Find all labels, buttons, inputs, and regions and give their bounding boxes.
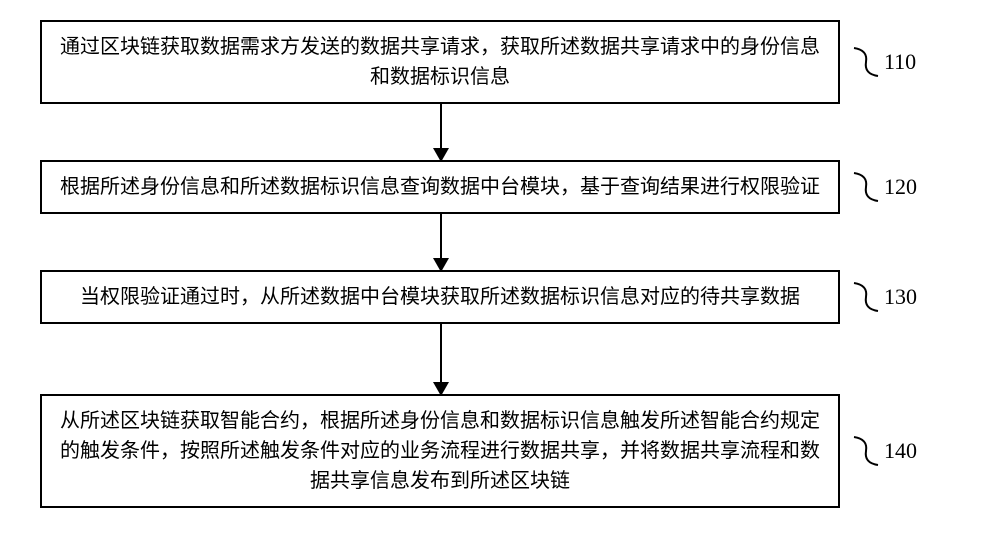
step-number: 130 bbox=[884, 284, 917, 310]
brace-icon bbox=[852, 46, 880, 78]
arrow-2 bbox=[440, 214, 442, 270]
brace-icon bbox=[852, 435, 880, 467]
arrow-1 bbox=[440, 104, 442, 160]
arrow-3 bbox=[440, 324, 442, 394]
step-label-140: 140 bbox=[852, 435, 917, 467]
step-row-1: 通过区块链获取数据需求方发送的数据共享请求，获取所述数据共享请求中的身份信息和数… bbox=[40, 20, 960, 104]
step-row-3: 当权限验证通过时，从所述数据中台模块获取所述数据标识信息对应的待共享数据 130 bbox=[40, 270, 960, 324]
step-box-140: 从所述区块链获取智能合约，根据所述身份信息和数据标识信息触发所述智能合约规定的触… bbox=[40, 394, 840, 508]
brace-icon bbox=[852, 171, 880, 203]
step-label-130: 130 bbox=[852, 281, 917, 313]
step-number: 120 bbox=[884, 174, 917, 200]
step-label-110: 110 bbox=[852, 46, 916, 78]
step-row-4: 从所述区块链获取智能合约，根据所述身份信息和数据标识信息触发所述智能合约规定的触… bbox=[40, 394, 960, 508]
step-box-120: 根据所述身份信息和所述数据标识信息查询数据中台模块，基于查询结果进行权限验证 bbox=[40, 160, 840, 214]
step-label-120: 120 bbox=[852, 171, 917, 203]
step-row-2: 根据所述身份信息和所述数据标识信息查询数据中台模块，基于查询结果进行权限验证 1… bbox=[40, 160, 960, 214]
brace-icon bbox=[852, 281, 880, 313]
step-box-130: 当权限验证通过时，从所述数据中台模块获取所述数据标识信息对应的待共享数据 bbox=[40, 270, 840, 324]
step-box-110: 通过区块链获取数据需求方发送的数据共享请求，获取所述数据共享请求中的身份信息和数… bbox=[40, 20, 840, 104]
step-number: 140 bbox=[884, 438, 917, 464]
step-number: 110 bbox=[884, 49, 916, 75]
flowchart-container: 通过区块链获取数据需求方发送的数据共享请求，获取所述数据共享请求中的身份信息和数… bbox=[40, 20, 960, 508]
